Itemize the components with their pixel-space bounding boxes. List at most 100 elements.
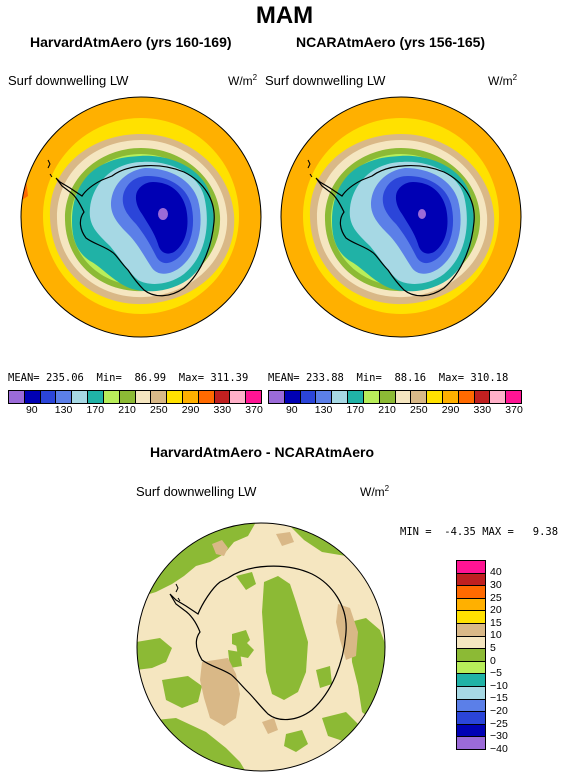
season-title: MAM xyxy=(255,2,314,29)
colorbar-swatch xyxy=(457,623,485,637)
left-panel-title: HarvardAtmAero (yrs 160-169) xyxy=(30,34,232,50)
colorbar-swatch xyxy=(457,661,485,675)
colorbar-swatch xyxy=(103,391,120,403)
colorbar-swatch xyxy=(56,391,73,403)
colorbar-swatch xyxy=(269,391,285,403)
colorbar-tick-label: −15 xyxy=(490,692,508,705)
left-colorbar: 90 130 170 210 250 290 330 370 xyxy=(8,390,263,416)
colorbar-swatch xyxy=(332,391,349,403)
colorbar-tick-label: 370 xyxy=(505,404,523,416)
colorbar-swatch xyxy=(182,391,199,403)
colorbar-swatch xyxy=(457,611,485,624)
colorbar-swatch xyxy=(363,391,380,403)
colorbar-tick-label: 15 xyxy=(490,616,502,629)
right-colorbar: 90 130 170 210 250 290 330 370 xyxy=(268,390,523,416)
colorbar-tick-label: 30 xyxy=(490,578,502,591)
diff-polar-map xyxy=(136,522,386,772)
colorbar-swatch xyxy=(230,391,247,403)
right-colorbar-swatches xyxy=(268,390,522,404)
diff-colorbar-swatches xyxy=(456,560,486,750)
left-colorbar-swatches xyxy=(8,390,262,404)
right-panel-title: NCARAtmAero (yrs 156-165) xyxy=(296,34,486,50)
left-polar-map xyxy=(20,96,262,338)
colorbar-swatch xyxy=(457,636,485,650)
colorbar-swatch xyxy=(442,391,459,403)
colorbar-swatch xyxy=(411,391,428,403)
colorbar-swatch xyxy=(457,724,485,738)
colorbar-swatch xyxy=(457,649,485,662)
colorbar-swatch xyxy=(490,391,507,403)
colorbar-tick-label: 130 xyxy=(314,404,333,416)
colorbar-swatch xyxy=(457,586,485,599)
colorbar-tick-label: 40 xyxy=(490,566,502,579)
colorbar-tick-label: 290 xyxy=(441,404,460,416)
colorbar-swatch xyxy=(458,391,475,403)
colorbar-swatch xyxy=(119,391,136,403)
diff-colorbar-labels: 40 30 25 20 15 10 5 0 −5 −10 −15 −20 −25 −30 −40 xyxy=(490,560,520,765)
colorbar-tick-label: 130 xyxy=(54,404,73,416)
colorbar-swatch xyxy=(474,391,491,403)
colorbar-tick-label: −10 xyxy=(490,679,508,692)
colorbar-swatch xyxy=(316,391,333,403)
left-colorbar-labels: 90 130 170 210 250 290 330 370 xyxy=(8,404,263,416)
colorbar-tick-label: 170 xyxy=(346,404,365,416)
colorbar-tick-label: −25 xyxy=(490,717,508,730)
colorbar-swatch xyxy=(457,737,485,749)
colorbar-swatch xyxy=(9,391,25,403)
colorbar-swatch xyxy=(214,391,231,403)
right-variable-label: Surf downwelling LW xyxy=(265,73,386,88)
colorbar-swatch xyxy=(198,391,215,403)
colorbar-tick-label: 210 xyxy=(378,404,396,416)
colorbar-swatch xyxy=(151,391,168,403)
colorbar-swatch xyxy=(72,391,89,403)
colorbar-tick-label: 10 xyxy=(490,629,502,642)
colorbar-tick-label: 250 xyxy=(150,404,168,416)
right-units-label: W/m2 xyxy=(488,73,518,88)
right-polar-map xyxy=(280,96,522,338)
diff-colorbar xyxy=(456,560,486,750)
colorbar-swatch xyxy=(457,712,485,725)
colorbar-tick-label: 290 xyxy=(181,404,200,416)
colorbar-swatch xyxy=(379,391,396,403)
diff-variable-label: Surf downwelling LW xyxy=(136,484,257,499)
colorbar-tick-label: −5 xyxy=(490,667,502,680)
colorbar-swatch xyxy=(246,391,261,403)
colorbar-tick-label: 210 xyxy=(118,404,136,416)
colorbar-tick-label: 0 xyxy=(490,654,496,667)
colorbar-swatch xyxy=(457,699,485,713)
colorbar-swatch xyxy=(457,561,485,574)
right-colorbar-labels: 90 130 170 210 250 290 330 370 xyxy=(268,404,523,416)
diff-panel-title: HarvardAtmAero - NCARAtmAero xyxy=(150,444,375,460)
colorbar-tick-label: −30 xyxy=(490,730,508,743)
colorbar-swatch xyxy=(88,391,104,403)
colorbar-swatch xyxy=(506,391,521,403)
colorbar-swatch xyxy=(395,391,412,403)
colorbar-swatch xyxy=(284,391,301,403)
colorbar-tick-label: 330 xyxy=(213,404,232,416)
colorbar-swatch xyxy=(457,686,485,700)
colorbar-swatch xyxy=(427,391,443,403)
colorbar-tick-label: 370 xyxy=(245,404,263,416)
right-stats-row: MEAN= 233.88 Min= 88.16 Max= 310.18 xyxy=(268,372,509,384)
colorbar-swatch xyxy=(24,391,41,403)
colorbar-swatch xyxy=(457,674,485,687)
colorbar-swatch xyxy=(457,598,485,612)
colorbar-tick-label: 250 xyxy=(410,404,428,416)
colorbar-tick-label: 90 xyxy=(25,404,38,416)
left-variable-label: Surf downwelling LW xyxy=(8,73,129,88)
colorbar-tick-label: 5 xyxy=(490,641,496,654)
colorbar-tick-label: 330 xyxy=(473,404,492,416)
diff-units-label: W/m2 xyxy=(360,484,390,499)
colorbar-swatch xyxy=(457,573,485,587)
colorbar-swatch xyxy=(135,391,152,403)
colorbar-tick-label: 170 xyxy=(86,404,105,416)
diff-stats-row: MIN = -4.35 MAX = 9.38 xyxy=(400,526,559,538)
colorbar-swatch xyxy=(348,391,364,403)
left-stats-row: MEAN= 235.06 Min= 86.99 Max= 311.39 xyxy=(8,372,249,384)
left-units-label: W/m2 xyxy=(228,73,258,88)
colorbar-tick-label: −40 xyxy=(490,742,508,755)
colorbar-swatch xyxy=(300,391,317,403)
colorbar-tick-label: 25 xyxy=(490,591,502,604)
colorbar-tick-label: 20 xyxy=(490,604,502,617)
colorbar-tick-label: 90 xyxy=(285,404,298,416)
